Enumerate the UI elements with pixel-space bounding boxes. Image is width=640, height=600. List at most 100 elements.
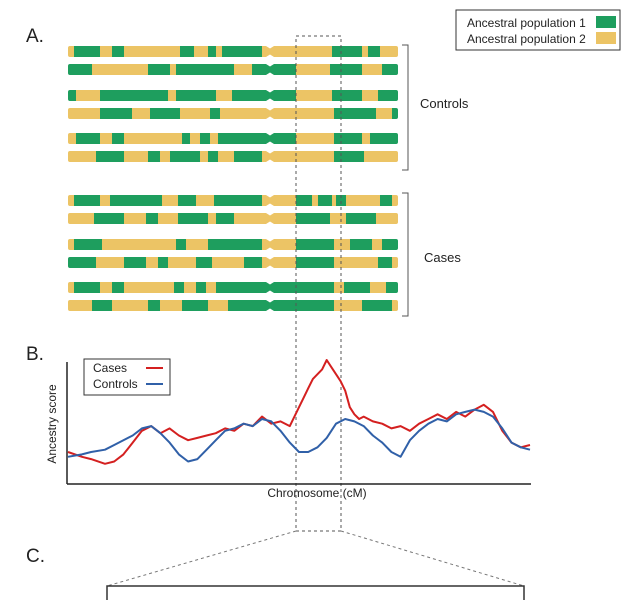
segment-pop2 (296, 64, 330, 75)
chromosome-row (68, 213, 398, 224)
segment-pop2 (124, 151, 148, 162)
segment-pop2 (216, 90, 232, 101)
segment-pop2 (362, 133, 370, 144)
segment-pop1 (216, 282, 262, 293)
segment-pop2 (112, 300, 148, 311)
segment-pop1 (392, 108, 398, 119)
cases-bracket (402, 192, 409, 317)
segment-pop2 (262, 195, 296, 206)
segment-pop2 (184, 282, 196, 293)
segment-pop1 (216, 213, 234, 224)
panel-b-label: B. (26, 344, 44, 365)
segment-pop2 (296, 90, 332, 101)
segment-pop1 (148, 151, 160, 162)
segment-pop2 (160, 300, 182, 311)
segment-pop1 (180, 46, 194, 57)
segment-pop2 (68, 239, 74, 250)
segment-pop2 (208, 300, 228, 311)
legend-label-pop2: Ancestral population 2 (467, 32, 586, 46)
segment-pop2 (262, 257, 296, 268)
segment-pop1 (74, 195, 100, 206)
chromosome-row (68, 151, 398, 162)
legend-label-pop1: Ancestral population 1 (467, 16, 586, 30)
segment-pop1 (262, 282, 296, 293)
segment-pop1 (150, 108, 180, 119)
segment-pop2 (124, 46, 180, 57)
segment-pop2 (334, 282, 344, 293)
segment-pop1 (296, 257, 334, 268)
segment-pop1 (174, 282, 184, 293)
segment-pop2 (208, 213, 216, 224)
segment-pop1 (382, 64, 398, 75)
segment-pop1 (378, 90, 398, 101)
segment-pop1 (158, 257, 168, 268)
legend-box (455, 9, 621, 51)
segment-pop2 (218, 151, 234, 162)
panel-c-label: C. (26, 546, 45, 567)
segment-pop1 (68, 257, 96, 268)
chromosome-row (68, 195, 398, 206)
segment-pop2 (296, 46, 332, 57)
segment-pop2 (376, 213, 398, 224)
segment-pop1 (170, 151, 200, 162)
segment-pop2 (68, 46, 74, 57)
segment-pop1 (296, 300, 334, 311)
chromosome-row (68, 133, 398, 144)
segment-pop1 (222, 46, 262, 57)
zoom-line-right (340, 530, 525, 587)
ancestry-score-chart: Chromosome (cM) Ancestry score Cases Con… (45, 358, 531, 500)
segment-pop2 (186, 239, 208, 250)
segment-pop2 (362, 64, 382, 75)
segment-pop1 (208, 239, 262, 250)
segment-pop2 (330, 213, 346, 224)
segment-pop1 (350, 239, 372, 250)
segment-pop1 (262, 300, 296, 311)
zoom-line-left (106, 530, 297, 587)
segment-pop1 (196, 282, 206, 293)
segment-pop2 (376, 108, 392, 119)
segment-pop1 (344, 282, 370, 293)
segment-pop2 (210, 133, 218, 144)
segment-pop2 (100, 133, 112, 144)
segment-pop2 (124, 282, 174, 293)
segment-pop1 (368, 46, 380, 57)
segment-pop2 (296, 108, 334, 119)
segment-pop2 (334, 300, 362, 311)
segment-pop2 (162, 195, 178, 206)
segment-pop2 (168, 257, 196, 268)
segment-pop2 (362, 46, 368, 57)
segment-pop2 (124, 213, 146, 224)
segment-pop2 (234, 108, 296, 119)
segment-pop2 (332, 195, 336, 206)
segment-pop1 (200, 133, 210, 144)
segment-pop1 (96, 151, 124, 162)
segment-pop2 (170, 64, 176, 75)
segment-pop2 (124, 133, 182, 144)
segment-pop1 (252, 64, 296, 75)
chromosome-row (68, 257, 398, 268)
segment-pop1 (210, 108, 220, 119)
legend-swatch-pop2 (596, 32, 616, 44)
segment-pop2 (68, 151, 96, 162)
segment-pop1 (228, 300, 262, 311)
chart-legend-box (83, 358, 171, 396)
segment-pop2 (234, 64, 252, 75)
segment-pop1 (92, 300, 112, 311)
segment-pop1 (100, 90, 168, 101)
segment-pop2 (68, 282, 74, 293)
segment-pop2 (158, 213, 178, 224)
segment-pop2 (334, 239, 350, 250)
segment-pop2 (206, 282, 216, 293)
segment-pop2 (92, 64, 148, 75)
segment-pop1 (334, 133, 362, 144)
segment-pop1 (112, 133, 124, 144)
segment-pop1 (234, 151, 262, 162)
segment-pop2 (68, 108, 100, 119)
segment-pop1 (74, 282, 100, 293)
segment-pop2 (334, 257, 378, 268)
chart-legend-label-cases: Cases (93, 361, 127, 375)
series-line-controls (67, 408, 531, 463)
segment-pop1 (112, 46, 124, 57)
chromosome-pairs (68, 46, 398, 311)
chromosome-row (68, 108, 398, 119)
